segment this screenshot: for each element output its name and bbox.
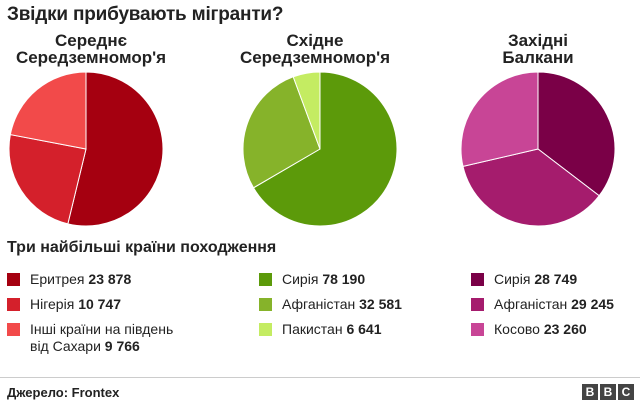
pie-slice-2-0 (537, 71, 616, 197)
source-note: Джерело: Frontex (7, 385, 120, 400)
pie-title-central-med: Середнє Середземномор'я (0, 32, 191, 66)
legend-eastern-med: Сирія 78 190 Афганістан 32 581 Пакистан … (259, 271, 402, 346)
legend-label: Косово (494, 321, 540, 337)
pie-slice-1-2 (292, 71, 321, 150)
legend-item: Еритрея 23 878 (7, 271, 173, 288)
legend-item: Афганістан 29 245 (471, 296, 614, 313)
legend-label: Пакистан (282, 321, 343, 337)
pie-chart-eastern-med (242, 71, 398, 227)
bbc-logo: B B C (582, 384, 634, 400)
legend-item: Сирія 78 190 (259, 271, 402, 288)
legend-swatch (471, 323, 484, 336)
legend-item: Афганістан 32 581 (259, 296, 402, 313)
pie-chart-central-med (8, 71, 164, 227)
legend-item: Пакистан 6 641 (259, 321, 402, 338)
legend-value: 23 260 (543, 321, 587, 337)
pie-slice-1-1 (242, 76, 321, 189)
legend-swatch (259, 323, 272, 336)
legend-swatch (7, 298, 20, 311)
pie-title-line: Балкани (502, 48, 574, 67)
legend-item: Сирія 28 749 (471, 271, 614, 288)
legend-item: Нігерія 10 747 (7, 296, 173, 313)
legend-value: 32 581 (359, 296, 402, 312)
pie-slice-0-0 (67, 71, 164, 227)
pie-slice-2-2 (460, 71, 539, 167)
legend-western-balkans: Сирія 28 749 Афганістан 29 245 Косово 23… (471, 271, 614, 346)
legend-label: Нігерія (30, 296, 75, 312)
pie-slice-1-0 (252, 71, 398, 227)
pie-title-eastern-med: Східне Середземномор'я (215, 32, 415, 66)
pie-title-western-balkans: Західні Балкани (438, 32, 638, 66)
legend-value: 28 749 (534, 271, 578, 287)
pie-title-line: Середземномор'я (15, 48, 167, 67)
logo-letter: C (618, 384, 634, 400)
pie-title-line: Східне (286, 31, 344, 50)
legend-swatch (259, 298, 272, 311)
legend-value: 29 245 (571, 296, 614, 312)
pie-title-line: Західні (507, 31, 569, 50)
legend-value: 78 190 (322, 271, 366, 287)
pie-title-line: Середнє (54, 31, 128, 50)
logo-letter: B (600, 384, 616, 400)
pie-slice-0-2 (9, 71, 87, 150)
chart-main-title: Звідки прибувають мігранти? (7, 4, 284, 25)
pie-slice-0-1 (8, 133, 87, 225)
legend-label: Еритрея (30, 271, 85, 287)
legend-item: Косово 23 260 (471, 321, 614, 338)
legend-label: Афганістан (494, 296, 568, 312)
legend-label: від Сахари (30, 338, 101, 354)
legend-label: Сирія (282, 271, 319, 287)
legend-central-med: Еритрея 23 878 Нігерія 10 747 Інші країн… (7, 271, 173, 363)
legend-item: Інші країни на південь від Сахари 9 766 (7, 321, 173, 355)
legend-swatch (259, 273, 272, 286)
logo-letter: B (582, 384, 598, 400)
footer-divider (0, 377, 640, 378)
legend-swatch (471, 273, 484, 286)
legend-value: 9 766 (104, 338, 140, 354)
legend-value: 23 878 (88, 271, 132, 287)
legend-swatch (7, 323, 20, 336)
legend-label: Сирія (494, 271, 531, 287)
legend-label: Інші країни на південь (30, 321, 174, 337)
legend-value: 10 747 (78, 296, 122, 312)
legend-heading: Три найбільші країни походження (7, 239, 277, 256)
legend-swatch (471, 298, 484, 311)
legend-label: Афганістан (282, 296, 356, 312)
pie-chart-western-balkans (460, 71, 616, 227)
legend-value: 6 641 (346, 321, 382, 337)
legend-swatch (7, 273, 20, 286)
pie-slice-2-1 (462, 148, 600, 227)
pie-title-line: Середземномор'я (239, 48, 391, 67)
